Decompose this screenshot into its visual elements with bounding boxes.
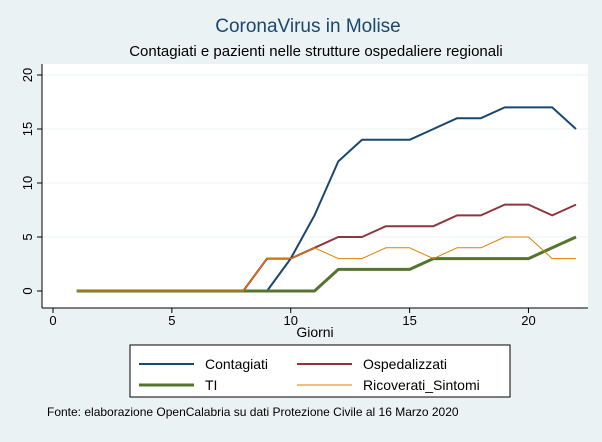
- legend-label-ospedalizzati: Ospedalizzati: [363, 356, 447, 372]
- plot-region: [42, 64, 588, 308]
- legend-box: [129, 344, 511, 398]
- legend: Contagiati Ospedalizzati TI Ricoverati_Sint…: [129, 344, 511, 398]
- chart-title: CoronaVirus in Molise: [215, 16, 401, 37]
- y-tick-label-5: 5: [20, 233, 35, 240]
- axes: 0 5 10 15 20 0 5 10 15 20: [20, 64, 588, 328]
- legend-label-contagiati: Contagiati: [205, 356, 268, 372]
- x-axis-label: Giorni: [296, 324, 333, 340]
- series-lines: [76, 106, 577, 293]
- legend-label-ricoverati-sintomi: Ricoverati_Sintomi: [363, 377, 480, 393]
- x-tick-label-5: 5: [168, 313, 175, 328]
- legend-label-ti: TI: [205, 377, 217, 393]
- x-tick-label-0: 0: [49, 313, 56, 328]
- y-tick-label-15: 15: [20, 122, 35, 136]
- x-tick-label-10: 10: [283, 313, 297, 328]
- y-tick-label-10: 10: [20, 176, 35, 190]
- y-tick-label-20: 20: [20, 68, 35, 82]
- chart-subtitle: Contagiati e pazienti nelle strutture os…: [129, 43, 503, 60]
- gridlines: [42, 74, 588, 238]
- source-note: Fonte: elaborazione OpenCalabria su dati…: [47, 405, 459, 419]
- x-tick-label-20: 20: [521, 313, 535, 328]
- y-tick-label-0: 0: [20, 287, 35, 294]
- series-line-ricoverati-sintomi: [76, 236, 576, 292]
- x-tick-label-15: 15: [402, 313, 416, 328]
